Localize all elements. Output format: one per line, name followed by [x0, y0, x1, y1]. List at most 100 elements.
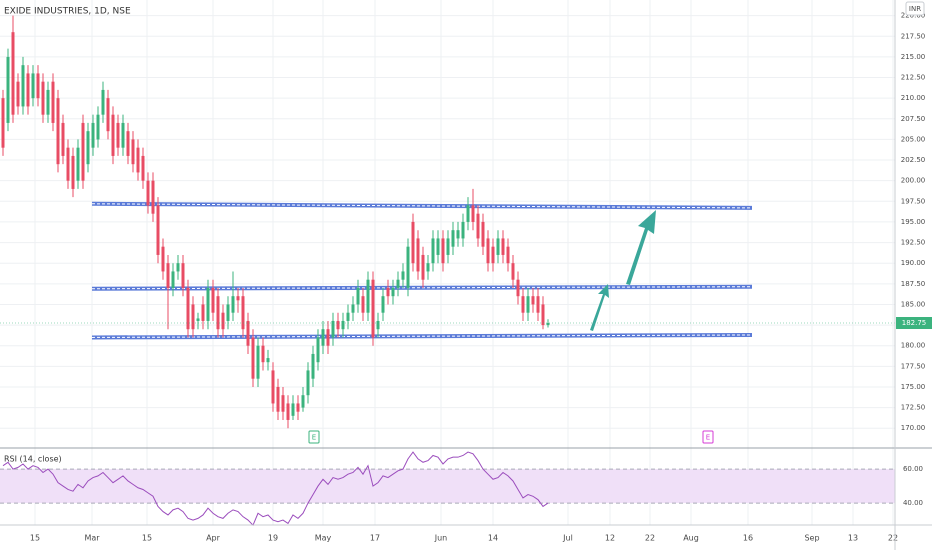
x-tick-label: 15: [30, 534, 40, 543]
candle-body: [256, 345, 260, 379]
candle-body: [446, 238, 450, 255]
x-tick-label: Mar: [84, 534, 100, 543]
candle-body: [11, 32, 15, 115]
y-tick-label: 220.00: [901, 12, 926, 20]
currency: INR: [909, 5, 921, 13]
y-tick-label: 207.50: [901, 115, 926, 123]
x-tick-label: 15: [142, 534, 152, 543]
x-tick-label: May: [315, 534, 332, 543]
candle-body: [381, 296, 385, 313]
candle-body: [546, 323, 550, 326]
y-tick-label: 200.00: [901, 177, 926, 185]
candle-body: [466, 205, 470, 222]
rsi-band: [0, 469, 895, 504]
x-tick-label: 14: [488, 534, 498, 543]
candle-body: [226, 304, 230, 321]
x-tick-label: 16: [743, 534, 753, 543]
candle-body: [46, 89, 50, 115]
candle-body: [51, 81, 55, 123]
event-box: [702, 430, 714, 444]
y-tick-label: 195.00: [901, 218, 926, 226]
candle-body: [241, 296, 245, 330]
y-tick-label: 190.00: [901, 259, 926, 267]
rsi-label: RSI (14, close): [4, 455, 62, 464]
candle-body: [436, 238, 440, 255]
candle-body: [96, 114, 100, 140]
candle-body: [251, 337, 255, 379]
candle-body: [261, 345, 265, 363]
arrow: [590, 284, 609, 331]
x-tick-label: 22: [888, 534, 898, 543]
candle-body: [141, 155, 145, 181]
candle-body: [101, 89, 105, 115]
candle-body: [271, 370, 275, 404]
candle-body: [21, 65, 25, 107]
candle-body: [186, 287, 190, 330]
y-tick-label: 212.50: [901, 74, 926, 82]
level-line-inner: [91, 334, 753, 338]
candle-body: [411, 221, 415, 264]
candle-body: [221, 312, 225, 330]
candle-body: [331, 320, 335, 338]
candle-body: [246, 320, 250, 346]
candle-body: [191, 304, 195, 330]
candle-body: [6, 56, 10, 123]
candle-body: [511, 263, 515, 280]
y-tick-label: 177.50: [901, 362, 926, 370]
candle-body: [346, 312, 350, 321]
candle-body: [341, 320, 345, 330]
candle-body: [126, 131, 130, 156]
y-tick-label: 210.00: [901, 94, 926, 102]
candle-body: [376, 320, 380, 330]
candle-body: [536, 296, 540, 313]
candle-body: [321, 329, 325, 346]
candle-body: [136, 147, 140, 173]
candle-body: [451, 230, 455, 247]
candle-body: [181, 263, 185, 288]
candle-body: [491, 246, 495, 264]
candle-body: [36, 73, 40, 99]
candle-body: [71, 155, 75, 189]
candle-body: [316, 337, 320, 363]
candle-body: [431, 238, 435, 264]
y-tick-label: 217.50: [901, 32, 926, 40]
x-tick-label: 17: [370, 534, 380, 543]
candle-body: [66, 147, 70, 181]
level-line-inner: [91, 203, 753, 209]
rsi-tick-label: 60.00: [903, 465, 923, 473]
x-tick-label: Jun: [434, 534, 448, 543]
candle-body: [171, 271, 175, 288]
x-tick-label: 22: [645, 534, 655, 543]
candle-body: [501, 238, 505, 255]
candle-body: [506, 246, 510, 264]
candle-body: [216, 296, 220, 330]
candle-body: [201, 304, 205, 321]
candle-body: [266, 358, 270, 363]
candle-body: [296, 403, 300, 412]
candle-body: [86, 131, 90, 165]
candle-body: [16, 81, 20, 107]
y-tick-label: 215.00: [901, 53, 926, 61]
x-tick-label: 13: [848, 534, 858, 543]
candle-body: [476, 213, 480, 239]
candle-body: [426, 263, 430, 272]
y-tick-label: 192.50: [901, 239, 926, 247]
candle-body: [326, 329, 330, 346]
candle-body: [231, 296, 235, 313]
y-tick-label: 172.50: [901, 404, 926, 412]
last-price-label: 182.75: [902, 319, 927, 327]
candle-body: [371, 279, 375, 338]
candle-body: [31, 73, 35, 99]
candle-body: [366, 279, 370, 313]
candle-body: [306, 370, 310, 396]
x-tick-label: Aug: [683, 534, 699, 543]
candle-body: [76, 147, 80, 181]
candle-body: [61, 122, 65, 156]
candle-body: [276, 386, 280, 412]
event-label: E: [312, 434, 316, 442]
last-price-box: [896, 317, 932, 330]
x-tick-label: 19: [268, 534, 278, 543]
candle-body: [196, 318, 200, 321]
